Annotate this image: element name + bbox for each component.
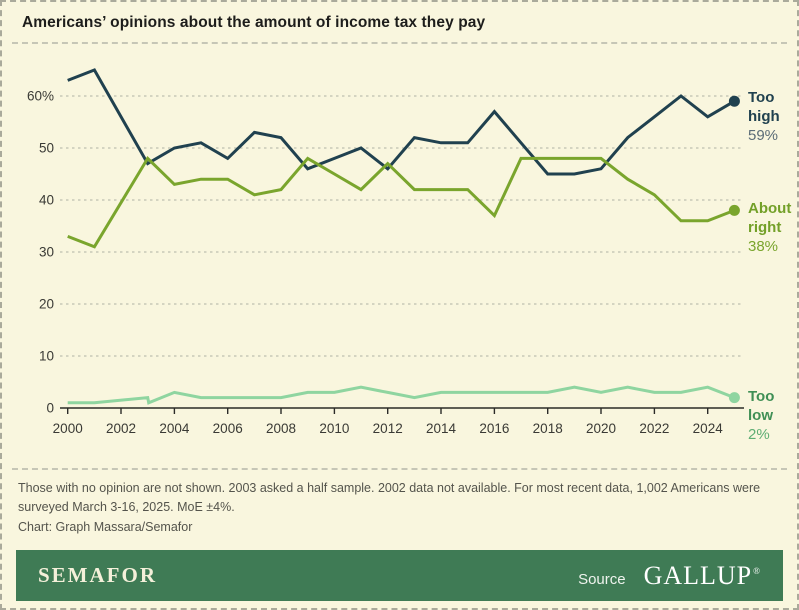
series-line-too-low [67, 385, 735, 405]
y-tick-label: 60% [27, 89, 54, 104]
x-tick-label: 2002 [106, 421, 136, 436]
series-value-too-high: 59% [748, 127, 779, 144]
end-dot-about-right [728, 204, 740, 216]
x-tick-label: 2020 [586, 421, 616, 436]
series-name-too-low: Too low [748, 388, 775, 424]
title-separator [12, 42, 787, 44]
series-name-about-right: About right [748, 200, 792, 236]
x-tick-label: 2008 [266, 421, 296, 436]
y-tick-label: 50 [39, 141, 54, 156]
series-line-too-high [67, 68, 736, 176]
y-tick-label: 30 [39, 245, 54, 260]
footer-bar: SEMAFOR Source GALLUP® [16, 550, 783, 601]
x-tick-label: 2014 [426, 421, 457, 436]
source-label: Source [578, 570, 626, 588]
series-label-about-right: About right 38% [748, 199, 797, 256]
credit-line: Chart: Graph Massara/Semafor [18, 520, 193, 534]
series-label-too-low: Too low 2% [748, 387, 797, 444]
x-tick-label: 2012 [373, 421, 403, 436]
series-value-about-right: 38% [748, 238, 779, 255]
y-tick-label: 0 [46, 401, 54, 416]
footnote-separator [12, 468, 787, 470]
x-tick-label: 2022 [639, 421, 669, 436]
y-tick-label: 20 [39, 297, 54, 312]
x-tick-label: 2016 [479, 421, 509, 436]
footnote: Those with no opinion are not shown. 200… [18, 481, 761, 514]
series-line-about-right [67, 156, 735, 249]
end-dot-too-low [728, 392, 740, 404]
registered-mark: ® [753, 565, 761, 576]
x-tick-label: 2024 [693, 421, 724, 436]
x-tick-label: 2000 [53, 421, 83, 436]
chart-title: Americans’ opinions about the amount of … [22, 14, 486, 31]
x-tick-label: 2004 [159, 421, 190, 436]
series-value-too-low: 2% [748, 426, 770, 443]
x-tick-label: 2018 [533, 421, 563, 436]
series-label-too-high: Too high 59% [748, 88, 797, 145]
semafor-logo: SEMAFOR [38, 563, 157, 587]
y-tick-label: 10 [39, 349, 54, 364]
x-tick-label: 2010 [319, 421, 349, 436]
source-attribution: Source GALLUP® [578, 561, 761, 591]
y-tick-label: 40 [39, 193, 54, 208]
series-name-too-high: Too high [748, 89, 780, 125]
x-tick-label: 2006 [213, 421, 243, 436]
gallup-logo: GALLUP® [643, 560, 761, 590]
end-dot-too-high [728, 95, 740, 107]
